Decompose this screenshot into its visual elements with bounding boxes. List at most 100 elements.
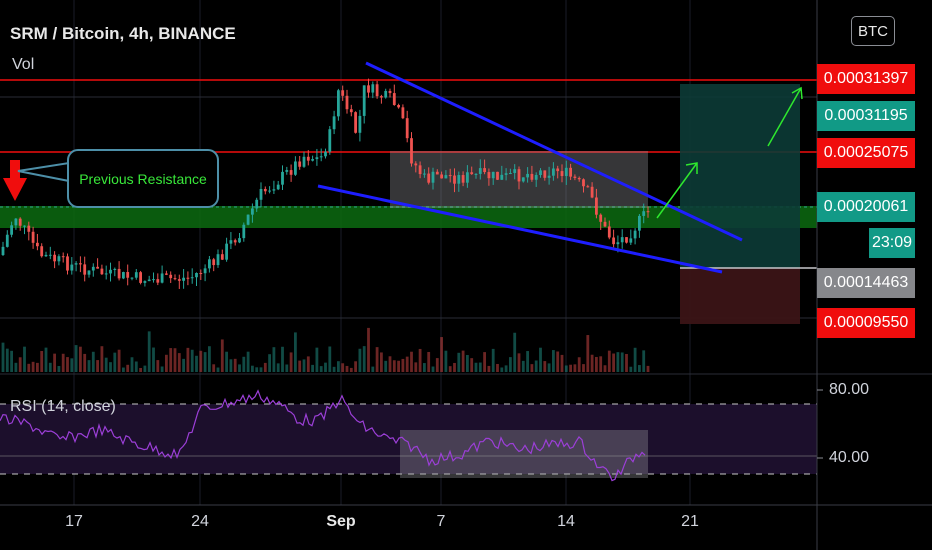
candle-body bbox=[117, 268, 121, 279]
candle-body bbox=[496, 171, 499, 180]
volume-bar bbox=[337, 361, 340, 372]
volume-bar bbox=[268, 354, 271, 372]
volume-bars bbox=[1, 327, 650, 372]
volume-bar bbox=[311, 364, 314, 372]
candle-body bbox=[633, 230, 637, 239]
candle-body bbox=[577, 177, 581, 180]
candle-body bbox=[57, 256, 61, 262]
wedge-lower-trendline[interactable] bbox=[317, 184, 723, 274]
volume-bar bbox=[298, 360, 302, 372]
symbol-title[interactable]: SRM / Bitcoin, 4h, BINANCE bbox=[10, 24, 236, 43]
volume-bar bbox=[53, 353, 56, 372]
candle-body bbox=[401, 107, 405, 119]
candle-body bbox=[53, 254, 56, 262]
candle-body bbox=[216, 254, 220, 266]
volume-bar bbox=[569, 364, 572, 372]
volume-bar bbox=[397, 360, 400, 372]
volume-bar bbox=[349, 367, 353, 372]
candle-body bbox=[638, 215, 641, 231]
volume-bar bbox=[208, 346, 211, 372]
price-tag-entry: 0.00014463 bbox=[817, 268, 915, 298]
price-candles bbox=[1, 78, 650, 289]
price-tag-current: 0.00020061 bbox=[817, 192, 915, 222]
candle-body bbox=[612, 237, 615, 245]
candle-body bbox=[474, 173, 478, 175]
volume-bar bbox=[573, 364, 577, 372]
candle-body bbox=[251, 208, 254, 215]
candle-body bbox=[79, 263, 82, 265]
candle-body bbox=[14, 218, 18, 226]
long-stop-zone bbox=[680, 268, 800, 324]
candle-body bbox=[44, 254, 48, 257]
candle-body bbox=[27, 225, 31, 232]
candle-body bbox=[242, 224, 246, 239]
candle-body bbox=[289, 170, 293, 175]
candle-body bbox=[263, 188, 267, 192]
volume-bar bbox=[362, 346, 366, 372]
candle-body bbox=[255, 199, 259, 209]
volume-bar bbox=[40, 350, 44, 372]
volume-bar bbox=[564, 365, 568, 372]
candle-body bbox=[397, 104, 400, 108]
candle-body bbox=[483, 168, 486, 173]
previous-resistance-callout[interactable]: Previous Resistance bbox=[67, 149, 219, 208]
volume-bar bbox=[195, 355, 198, 372]
candle-body bbox=[534, 175, 538, 180]
time-tick-17: 17 bbox=[65, 513, 83, 530]
volume-bar bbox=[603, 365, 607, 372]
volume-bar bbox=[539, 347, 542, 372]
candle-body bbox=[190, 277, 194, 279]
volume-bar bbox=[595, 356, 598, 372]
rsi-indicator-label[interactable]: RSI (14, close) bbox=[10, 398, 116, 415]
volume-bar bbox=[152, 347, 155, 372]
volume-bar bbox=[10, 350, 13, 372]
candle-body bbox=[160, 273, 164, 283]
volume-bar bbox=[177, 353, 181, 372]
candle-body bbox=[113, 268, 117, 270]
candle-body bbox=[139, 272, 142, 283]
candle-body bbox=[259, 188, 263, 200]
candle-body bbox=[23, 225, 26, 227]
volume-bar bbox=[431, 366, 435, 372]
candle-body bbox=[40, 246, 44, 257]
volume-bar bbox=[625, 353, 628, 372]
candle-body bbox=[539, 170, 542, 176]
volume-bar bbox=[117, 349, 121, 372]
volume-bar bbox=[44, 347, 48, 372]
candle-body bbox=[556, 168, 560, 172]
candle-body bbox=[298, 161, 302, 167]
volume-bar bbox=[345, 365, 349, 372]
volume-bar bbox=[552, 350, 555, 372]
volume-bar bbox=[294, 332, 297, 372]
rsi-axis-80: 80.00 bbox=[829, 381, 870, 398]
rsi-band bbox=[0, 404, 817, 474]
volume-bar bbox=[620, 352, 624, 372]
candle-body bbox=[461, 175, 465, 183]
volume-bar bbox=[461, 350, 465, 372]
volume-bar bbox=[341, 363, 345, 372]
wedge-upper-trendline[interactable] bbox=[365, 61, 743, 242]
volume-bar bbox=[599, 356, 603, 372]
rsi-consolidation-box bbox=[400, 430, 648, 478]
candle-body bbox=[500, 174, 504, 180]
candle-body bbox=[126, 272, 130, 278]
candle-body bbox=[87, 270, 91, 275]
volume-bar bbox=[134, 361, 138, 372]
candle-body bbox=[233, 240, 237, 243]
candle-body bbox=[646, 211, 650, 213]
candle-body bbox=[70, 264, 74, 271]
candle-body bbox=[405, 118, 409, 139]
volume-bar bbox=[246, 351, 250, 372]
volume-bar bbox=[423, 363, 426, 372]
volume-bar bbox=[165, 354, 168, 372]
candle-body bbox=[281, 171, 284, 185]
volume-bar bbox=[212, 364, 216, 372]
red-down-arrow-icon bbox=[3, 160, 27, 201]
volume-indicator-label[interactable]: Vol bbox=[12, 56, 35, 73]
currency-button[interactable]: BTC bbox=[851, 16, 895, 46]
volume-bar bbox=[238, 364, 241, 372]
candle-body bbox=[165, 273, 168, 275]
volume-bar bbox=[61, 353, 65, 372]
volume-bar bbox=[203, 352, 207, 372]
